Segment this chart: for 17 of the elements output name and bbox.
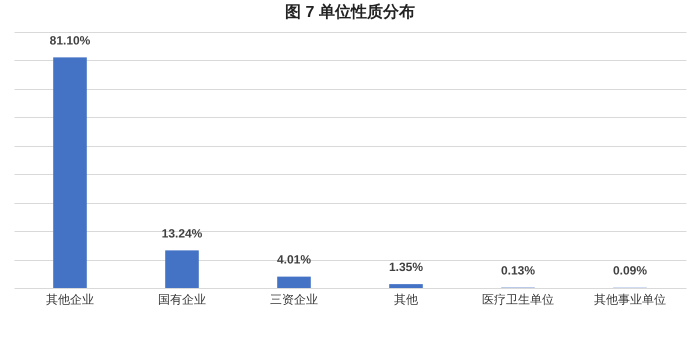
chart-title: 图 7 单位性质分布: [285, 3, 415, 21]
x-tick-label: 国有企业: [158, 292, 206, 306]
x-tick-label: 其他事业单位: [594, 292, 666, 306]
data-label: 1.35%: [388, 260, 424, 274]
data-label: 81.10%: [50, 33, 91, 48]
bar: [53, 57, 87, 288]
x-tick-label: 医疗卫生单位: [482, 292, 554, 306]
bar: [165, 250, 199, 288]
data-label: 0.13%: [500, 264, 536, 278]
bar: [389, 284, 423, 288]
bar: [277, 276, 311, 288]
x-tick-label: 其他企业: [46, 292, 94, 306]
data-label: 4.01%: [276, 252, 312, 267]
data-label: 0.09%: [612, 264, 648, 278]
data-label: 13.24%: [162, 226, 203, 240]
x-tick-label: 三资企业: [270, 292, 318, 306]
x-tick-label: 其他: [394, 292, 418, 306]
